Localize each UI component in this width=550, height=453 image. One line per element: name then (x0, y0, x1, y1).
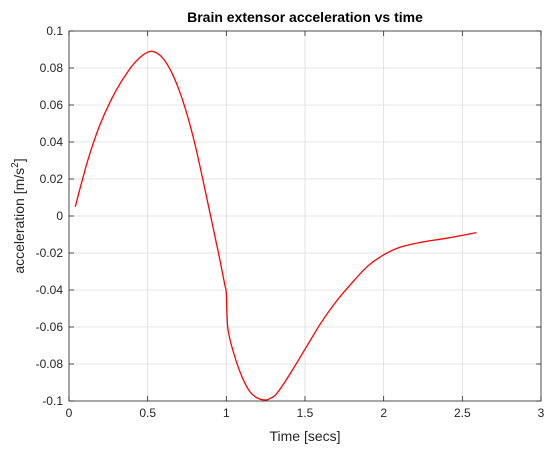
y-tick-labels: 0.1 0.08 0.06 0.04 0.02 0 -0.02 -0.04 -0.06 -0.08… (36, 24, 64, 408)
y-tick-label: 0.06 (40, 98, 64, 112)
y-tick-label: 0.04 (40, 135, 64, 149)
acceleration-series-line (74, 50, 477, 401)
x-tick-labels: 0 0.5 1 1.5 2 2.5 3 (66, 406, 545, 420)
x-tick-label: 3 (538, 406, 545, 420)
y-tick-label: 0.02 (40, 172, 64, 186)
plot-area (68, 30, 542, 402)
x-tick-label: 1 (223, 406, 230, 420)
y-tick-label: -0.04 (36, 283, 64, 297)
y-tick-label: -0.1 (42, 394, 63, 408)
x-axis-title: Time [secs] (269, 428, 340, 444)
tick-marks (68, 30, 542, 402)
y-axis-title: acceleration [m/s2] (10, 158, 27, 273)
y-axis-title-suffix: ] (11, 158, 27, 162)
x-tick-label: 0 (66, 406, 73, 420)
x-tick-label: 1.5 (297, 406, 314, 420)
x-tick-label: 2.5 (454, 406, 471, 420)
x-tick-label: 2 (380, 406, 387, 420)
y-tick-label: -0.08 (36, 357, 64, 371)
x-tick-label: 0.5 (139, 406, 156, 420)
y-tick-label: -0.06 (36, 320, 64, 334)
series-layer (74, 50, 477, 401)
chart-title: Brain extensor acceleration vs time (187, 9, 423, 25)
y-tick-label: 0 (56, 209, 63, 223)
y-axis-title-main: acceleration [m/s (11, 168, 27, 274)
y-tick-label: -0.02 (36, 246, 64, 260)
y-axis-title-superscript: 2 (10, 162, 21, 168)
y-tick-label: 0.1 (46, 24, 63, 38)
y-tick-label: 0.08 (40, 61, 64, 75)
